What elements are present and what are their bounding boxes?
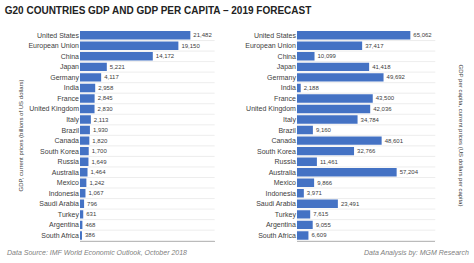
svg-text:49,692: 49,692: [387, 74, 406, 80]
svg-text:Germany: Germany: [267, 74, 296, 82]
svg-text:Argentina: Argentina: [266, 221, 296, 229]
svg-text:19,150: 19,150: [181, 43, 200, 49]
svg-text:37,417: 37,417: [365, 43, 384, 49]
svg-text:Germany: Germany: [50, 74, 79, 82]
svg-text:Italy: Italy: [66, 116, 79, 124]
svg-text:United States: United States: [254, 32, 297, 39]
svg-text:1,930: 1,930: [93, 127, 109, 133]
svg-text:Saudi Arabia: Saudi Arabia: [39, 200, 79, 207]
svg-text:631: 631: [86, 211, 97, 217]
svg-text:1,700: 1,700: [92, 148, 108, 154]
svg-text:1,464: 1,464: [91, 169, 107, 175]
svg-text:34,784: 34,784: [361, 117, 380, 123]
svg-text:India: India: [281, 84, 296, 91]
svg-text:6,609: 6,609: [311, 232, 327, 238]
svg-text:386: 386: [85, 232, 96, 238]
svg-text:796: 796: [87, 201, 98, 207]
svg-text:South Africa: South Africa: [258, 232, 296, 239]
svg-text:48,601: 48,601: [385, 138, 404, 144]
svg-text:European Union: European Union: [28, 42, 79, 50]
svg-text:2,845: 2,845: [98, 95, 114, 101]
svg-text:Indonesia: Indonesia: [49, 190, 79, 197]
svg-text:11,461: 11,461: [320, 159, 339, 165]
svg-text:3,971: 3,971: [307, 190, 323, 196]
svg-text:14,172: 14,172: [156, 53, 175, 59]
svg-text:Russia: Russia: [58, 158, 80, 165]
svg-text:G20 COUNTRIES GDP AND GDP PER: G20 COUNTRIES GDP AND GDP PER CAPITA – 2…: [5, 5, 312, 16]
svg-text:43,500: 43,500: [376, 95, 395, 101]
svg-text:1,242: 1,242: [89, 180, 105, 186]
svg-text:European Union: European Union: [245, 42, 296, 50]
svg-text:468: 468: [85, 222, 96, 228]
svg-text:10,099: 10,099: [318, 53, 337, 59]
svg-text:Turkey: Turkey: [275, 211, 297, 219]
svg-text:France: France: [274, 95, 296, 102]
svg-text:United Kingdom: United Kingdom: [246, 105, 296, 113]
svg-text:South Korea: South Korea: [257, 148, 296, 155]
svg-text:57,204: 57,204: [400, 169, 419, 175]
svg-text:United Kingdom: United Kingdom: [29, 105, 79, 113]
svg-text:1,649: 1,649: [91, 159, 107, 165]
svg-text:Italy: Italy: [283, 116, 296, 124]
svg-text:Japan: Japan: [277, 63, 296, 71]
svg-text:China: China: [61, 53, 79, 60]
svg-text:23,491: 23,491: [341, 201, 360, 207]
svg-text:65,062: 65,062: [413, 32, 432, 38]
svg-text:Canada: Canada: [271, 137, 296, 144]
svg-text:1,067: 1,067: [88, 190, 104, 196]
svg-text:GDP, current prices (billions: GDP, current prices (billions of US doll…: [18, 80, 24, 192]
svg-text:Japan: Japan: [60, 63, 79, 71]
svg-text:5,221: 5,221: [110, 64, 126, 70]
svg-text:Indonesia: Indonesia: [266, 190, 296, 197]
svg-text:2,830: 2,830: [98, 106, 114, 112]
svg-text:2,958: 2,958: [98, 85, 114, 91]
svg-text:United States: United States: [37, 32, 80, 39]
svg-text:Turkey: Turkey: [58, 211, 80, 219]
svg-text:Australia: Australia: [269, 169, 296, 176]
svg-text:41,418: 41,418: [372, 64, 391, 70]
svg-text:2,113: 2,113: [94, 117, 109, 123]
svg-text:1,820: 1,820: [92, 138, 108, 144]
svg-text:2,188: 2,188: [304, 85, 320, 91]
svg-text:GDP per capita, current prices: GDP per capita, current prices (US dolla…: [458, 65, 464, 207]
svg-text:42,036: 42,036: [373, 106, 392, 112]
svg-text:9,866: 9,866: [317, 180, 333, 186]
svg-text:India: India: [64, 84, 79, 91]
svg-text:Mexico: Mexico: [57, 179, 79, 186]
svg-text:Brazil: Brazil: [61, 127, 79, 134]
svg-text:9,055: 9,055: [316, 222, 332, 228]
svg-text:Brazil: Brazil: [278, 127, 296, 134]
svg-text:9,160: 9,160: [316, 127, 332, 133]
svg-text:21,482: 21,482: [193, 32, 212, 38]
svg-text:Data Analysis by: MGM Research: Data Analysis by: MGM Research: [364, 249, 469, 257]
svg-text:South Korea: South Korea: [40, 148, 79, 155]
svg-text:Australia: Australia: [52, 169, 79, 176]
svg-text:Saudi Arabia: Saudi Arabia: [256, 200, 296, 207]
svg-text:4,117: 4,117: [104, 74, 119, 80]
svg-text:Argentina: Argentina: [49, 221, 79, 229]
svg-text:Canada: Canada: [54, 137, 79, 144]
svg-text:China: China: [278, 53, 296, 60]
svg-text:France: France: [57, 95, 79, 102]
svg-text:7,615: 7,615: [313, 211, 329, 217]
svg-text:Mexico: Mexico: [274, 179, 296, 186]
svg-text:South Africa: South Africa: [41, 232, 79, 239]
svg-text:Russia: Russia: [275, 158, 297, 165]
svg-text:32,766: 32,766: [357, 148, 376, 154]
svg-text:Data Source: IMF World Economi: Data Source: IMF World Economic Outlook,…: [7, 249, 187, 256]
